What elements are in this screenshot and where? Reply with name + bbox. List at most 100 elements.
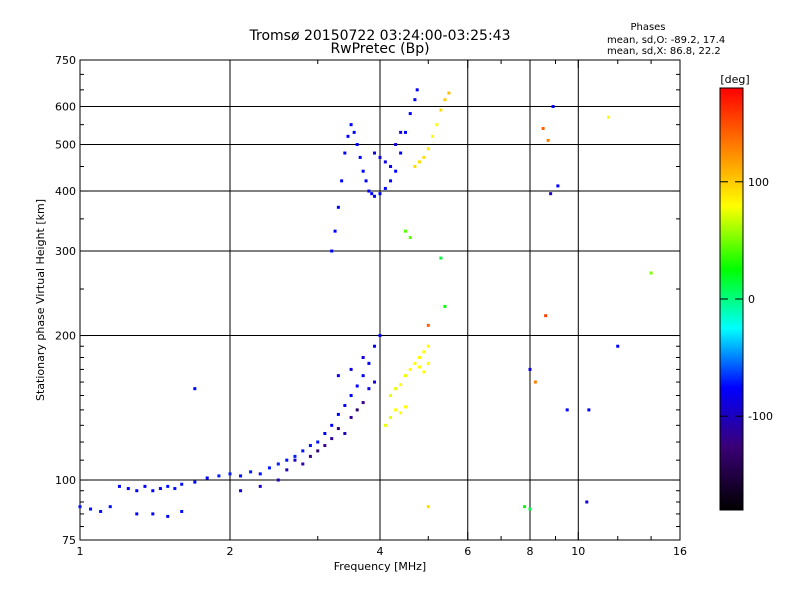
- data-point: [343, 432, 347, 436]
- data-point: [166, 484, 170, 488]
- data-point: [422, 155, 426, 159]
- data-point: [408, 112, 412, 116]
- data-point: [649, 271, 653, 275]
- data-point: [394, 387, 398, 391]
- colorbar-tick-label: -100: [748, 410, 773, 423]
- colorbar-tick-label: 100: [748, 176, 769, 189]
- data-point: [403, 374, 407, 378]
- data-point: [323, 432, 327, 436]
- data-point: [355, 384, 359, 388]
- data-point: [166, 514, 170, 518]
- data-point: [239, 474, 243, 478]
- data-point: [180, 482, 184, 486]
- data-point: [336, 412, 340, 416]
- data-point: [389, 415, 393, 419]
- data-point: [422, 350, 426, 354]
- data-point: [308, 444, 312, 448]
- y-tick-label: 75: [62, 534, 76, 547]
- data-point: [607, 115, 611, 119]
- data-point: [585, 500, 589, 504]
- data-point: [403, 130, 407, 134]
- data-point: [399, 411, 403, 415]
- data-point: [293, 458, 297, 462]
- data-point: [151, 489, 155, 493]
- data-point: [108, 505, 112, 509]
- data-point: [349, 394, 353, 398]
- data-point: [435, 123, 439, 127]
- data-point: [143, 484, 147, 488]
- data-point: [205, 476, 209, 480]
- data-point: [528, 507, 532, 511]
- data-point: [308, 454, 312, 458]
- phases-x-text: mean, sd,X: 86.8, 22.2: [607, 46, 721, 57]
- data-point: [193, 480, 197, 484]
- data-point: [361, 374, 365, 378]
- data-point: [349, 367, 353, 371]
- data-point: [361, 169, 365, 173]
- x-tick-label: 10: [571, 545, 585, 558]
- data-point: [301, 462, 305, 466]
- data-point: [447, 91, 451, 95]
- data-point: [443, 304, 447, 308]
- data-point: [394, 169, 398, 173]
- data-point: [399, 383, 403, 387]
- data-point: [343, 403, 347, 407]
- x-tick-label: 8: [527, 545, 534, 558]
- data-point: [89, 507, 93, 511]
- y-tick-label: 100: [55, 474, 76, 487]
- data-point: [549, 192, 553, 196]
- data-point: [403, 229, 407, 233]
- data-point: [367, 189, 371, 193]
- data-point: [373, 380, 377, 384]
- data-point: [373, 194, 377, 198]
- data-point: [228, 472, 232, 476]
- data-point: [378, 334, 382, 338]
- data-points: [78, 88, 653, 518]
- data-point: [78, 505, 82, 509]
- data-point: [330, 423, 334, 427]
- data-point: [180, 509, 184, 513]
- data-point: [336, 427, 340, 431]
- data-point: [336, 205, 340, 209]
- data-point: [258, 484, 262, 488]
- data-point: [173, 487, 177, 491]
- data-point: [323, 444, 327, 448]
- data-point: [276, 462, 280, 466]
- colorbar-label: [deg]: [720, 73, 749, 86]
- y-tick-label: 500: [55, 139, 76, 152]
- data-point: [551, 105, 555, 109]
- data-point: [439, 108, 443, 112]
- data-point: [399, 130, 403, 134]
- data-point: [546, 138, 550, 142]
- x-tick-label: 4: [377, 545, 384, 558]
- data-point: [587, 408, 591, 412]
- y-tick-label: 300: [55, 245, 76, 258]
- data-point: [349, 415, 353, 419]
- data-point: [383, 186, 387, 190]
- data-point: [364, 179, 368, 183]
- data-point: [399, 151, 403, 155]
- data-point: [352, 130, 356, 134]
- data-point: [528, 367, 532, 371]
- data-point: [426, 361, 430, 365]
- data-point: [373, 344, 377, 348]
- data-point: [373, 151, 377, 155]
- data-point: [556, 184, 560, 188]
- grid-lines: [80, 60, 680, 540]
- data-point: [358, 155, 362, 159]
- data-point: [158, 487, 162, 491]
- data-point: [239, 489, 243, 493]
- data-point: [616, 344, 620, 348]
- data-point: [301, 449, 305, 453]
- data-point: [417, 365, 421, 369]
- data-point: [426, 344, 430, 348]
- data-point: [249, 470, 253, 474]
- x-tick-label: 1: [77, 545, 84, 558]
- data-point: [383, 160, 387, 164]
- data-point: [267, 466, 271, 470]
- data-point: [330, 249, 334, 253]
- data-point: [544, 314, 548, 318]
- data-point: [135, 512, 139, 516]
- y-axis-label: Stationary phase Virtual Height [km]: [34, 199, 47, 401]
